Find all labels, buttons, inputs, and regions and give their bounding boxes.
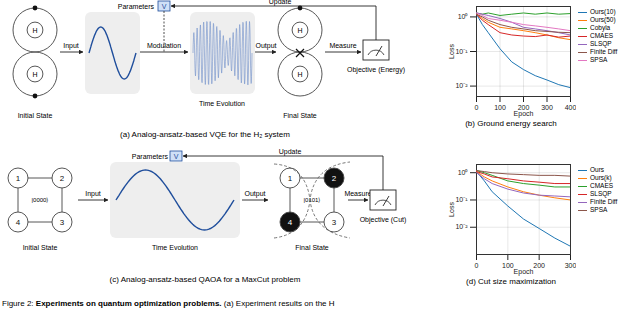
svg-text:300: 300 (565, 262, 576, 269)
html-text:Ours(k): Ours(k) (590, 174, 612, 181)
svg-text:4: 4 (288, 218, 293, 227)
svg-text:Update: Update (279, 148, 302, 156)
html-text:Finite Diff: Finite Diff (590, 48, 618, 55)
svg-text:H: H (297, 27, 302, 34)
svg-text:10⁻²: 10⁻² (455, 82, 468, 89)
html-text:SLSQP: SLSQP (590, 40, 612, 47)
svg-text:|0000⟩: |0000⟩ (32, 197, 49, 203)
svg-text:10⁻²: 10⁻² (455, 223, 468, 230)
svg-text:(a) Analog-ansatz-based VQE fo: (a) Analog-ansatz-based VQE for the H₂ s… (120, 130, 290, 139)
svg-text:Objective (Cut): Objective (Cut) (360, 216, 407, 224)
svg-text:Update: Update (269, 0, 292, 6)
svg-text:10⁻¹: 10⁻¹ (455, 196, 468, 203)
svg-text:3: 3 (332, 218, 337, 227)
svg-text:Modulation: Modulation (146, 42, 182, 49)
svg-text:10⁻¹: 10⁻¹ (455, 48, 468, 55)
svg-text:Initial State: Initial State (18, 112, 53, 119)
svg-text:0: 0 (475, 262, 479, 269)
html-text:SPSA: SPSA (590, 206, 608, 213)
svg-text:Output: Output (255, 42, 276, 50)
svg-text:400: 400 (565, 104, 576, 111)
svg-text:H: H (297, 71, 302, 78)
html-text:CMAES: CMAES (590, 32, 614, 39)
html-text:(b) Ground energy search: (b) Ground energy search (465, 119, 557, 128)
svg-text:300: 300 (541, 104, 553, 111)
svg-text:Figure 2: Experiments on quant: Figure 2: Experiments on quantum optimiz… (2, 299, 335, 308)
svg-text:4: 4 (16, 218, 21, 227)
svg-text:Loss: Loss (448, 202, 455, 217)
svg-text:Parameters: Parameters (132, 153, 169, 160)
svg-text:V: V (162, 3, 167, 10)
svg-text:10⁰: 10⁰ (458, 13, 469, 20)
html-text:Ours: Ours (590, 166, 605, 173)
svg-text:Time Evolution: Time Evolution (152, 244, 198, 251)
html-text:Ours(10): Ours(10) (590, 8, 616, 15)
svg-text:10⁰: 10⁰ (458, 169, 469, 176)
svg-text:Input: Input (85, 190, 101, 198)
svg-text:H: H (32, 71, 37, 78)
svg-text:|0101⟩: |0101⟩ (304, 197, 321, 203)
html-text:CMAES: CMAES (590, 182, 614, 189)
svg-text:Objective (Energy): Objective (Energy) (347, 66, 405, 74)
svg-text:Initial State: Initial State (23, 244, 58, 251)
svg-text:Final State: Final State (283, 112, 317, 119)
svg-text:Time Evolution: Time Evolution (199, 100, 245, 107)
svg-text:H: H (32, 27, 37, 34)
svg-text:V: V (174, 153, 179, 160)
svg-text:1: 1 (16, 174, 21, 183)
svg-text:Epoch: Epoch (514, 268, 534, 276)
html-text:SLSQP: SLSQP (590, 190, 612, 197)
svg-text:100: 100 (494, 104, 506, 111)
svg-text:Epoch: Epoch (514, 110, 534, 118)
svg-text:Loss: Loss (448, 44, 455, 59)
svg-text:1: 1 (288, 174, 293, 183)
svg-text:Input: Input (63, 42, 79, 50)
svg-text:Final State: Final State (295, 244, 329, 251)
svg-text:200: 200 (533, 262, 545, 269)
svg-text:Parameters: Parameters (118, 3, 155, 10)
svg-text:2: 2 (332, 174, 337, 183)
svg-text:3: 3 (60, 218, 65, 227)
svg-text:(c) Analog-ansatz-based QAOA f: (c) Analog-ansatz-based QAOA for a MaxCu… (110, 275, 301, 284)
html-text:(d) Cut size maximization: (d) Cut size maximization (466, 277, 556, 286)
svg-text:Measure: Measure (344, 190, 371, 197)
svg-text:0: 0 (475, 104, 479, 111)
svg-text:200: 200 (517, 104, 530, 112)
svg-text:2: 2 (60, 174, 65, 183)
html-text:SPSA: SPSA (590, 56, 608, 63)
svg-text:Output: Output (244, 190, 265, 198)
html-text:Finite Diff: Finite Diff (590, 198, 618, 205)
html-text:Ours(50): Ours(50) (590, 16, 616, 23)
html-text:Cobyla: Cobyla (590, 24, 611, 31)
svg-text:Measure: Measure (329, 42, 356, 49)
svg-text:100: 100 (502, 262, 514, 269)
